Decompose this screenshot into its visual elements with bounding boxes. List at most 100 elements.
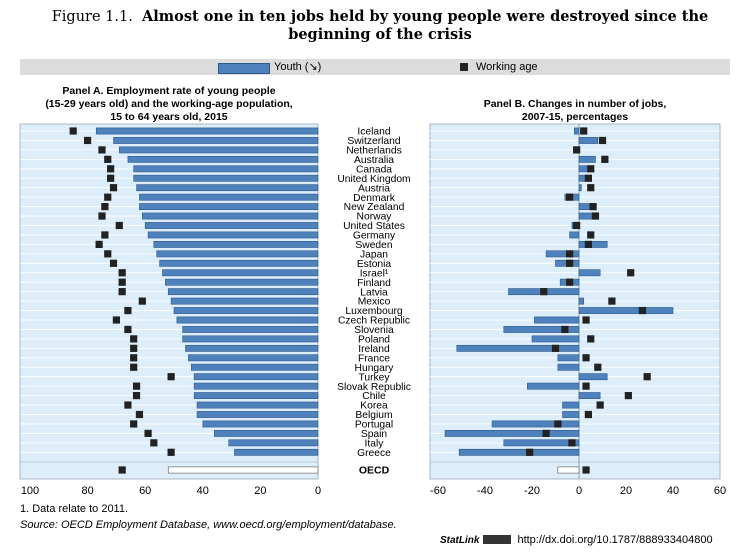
panel-b-working-age-marker	[566, 259, 574, 267]
panel-a-working-age-marker	[95, 240, 103, 248]
panel-a-youth-bar	[167, 288, 319, 296]
panel-a-working-age-marker	[124, 325, 132, 334]
panel-b-working-age-marker	[573, 146, 581, 154]
panel-a-x-tick: 40	[197, 485, 209, 497]
panel-a-youth-bar	[228, 439, 319, 447]
panel-b-youth-bar	[531, 335, 580, 343]
panel-a-youth-bar	[133, 174, 319, 182]
category-label: OECD	[359, 465, 390, 477]
panel-a-youth-bar	[176, 316, 319, 324]
panel-b-working-age-marker	[566, 193, 574, 201]
panel-a-x-tick: 80	[81, 485, 93, 497]
panel-a-title-line: 15 to 64 years old, 2015	[110, 111, 228, 123]
panel-b-working-age-marker	[561, 325, 569, 334]
legend-youth-swatch	[218, 63, 270, 74]
category-label: Ireland	[358, 344, 390, 355]
category-label: Australia	[354, 155, 394, 166]
panel-b-youth-bar	[578, 307, 674, 314]
panel-a-working-age-marker	[132, 392, 141, 400]
category-label: New Zealand	[344, 202, 405, 213]
panel-a-youth-bar	[196, 401, 319, 409]
panel-a-youth-bar	[188, 354, 319, 362]
category-label: France	[358, 353, 390, 364]
panel-a-youth-bar	[127, 155, 319, 163]
panel-b-working-age-marker	[624, 392, 632, 400]
panel-b-youth-bar	[503, 439, 580, 447]
statlink[interactable]: StatLink http://dx.doi.org/10.1787/888933…	[440, 534, 713, 546]
panel-b-youth-bar	[578, 203, 592, 210]
panel-a-x-tick: 0	[315, 485, 321, 497]
category-label: Slovenia	[354, 325, 394, 336]
panel-a-working-age-marker	[98, 146, 106, 154]
panel-b-youth-bar	[569, 231, 580, 239]
panel-b-working-age-marker	[582, 354, 590, 362]
panel-a-x-tick: 20	[254, 485, 266, 497]
panel-b-working-age-marker	[551, 344, 560, 352]
legend	[20, 59, 730, 75]
panel-b-youth-bar	[578, 155, 596, 163]
panel-a-youth-bar	[214, 429, 319, 437]
panel-a-working-age-marker	[130, 420, 138, 428]
panel-b-working-age-marker	[608, 297, 616, 305]
category-label: Estonia	[357, 259, 392, 270]
panel-b-title-line: 2007-15, percentages	[521, 111, 629, 123]
panel-b-youth-bar	[534, 316, 580, 324]
figure-label: Figure 1.1.	[51, 9, 133, 25]
panel-a-working-age-marker	[135, 410, 144, 419]
panel-b-working-age-marker	[580, 127, 588, 135]
panel-a-working-age-marker	[132, 382, 141, 390]
panel-a-title-line: (15-29 years old) and the working-age po…	[45, 98, 293, 110]
legend-working-age-label: Working age	[476, 61, 538, 73]
category-label: Spain	[361, 429, 388, 440]
panel-b-youth-bar	[562, 411, 580, 418]
category-label: Belgium	[355, 410, 392, 421]
panel-b-youth-bar	[578, 137, 599, 144]
panel-b-x-tick: -60	[430, 485, 446, 497]
panel-b-working-age-marker	[587, 184, 595, 192]
category-label: Portugal	[355, 420, 393, 431]
panel-a-working-age-marker	[130, 335, 138, 343]
panel-b-working-age-marker	[540, 288, 548, 296]
panel-b-working-age-marker	[601, 155, 609, 163]
panel-a-youth-bar	[139, 203, 319, 210]
category-label: Norway	[357, 212, 393, 223]
panel-b-working-age-marker	[542, 429, 550, 437]
panel-b-working-age-marker	[526, 448, 534, 456]
panel-a-youth-bar	[165, 278, 319, 286]
panel-b-working-age-marker	[638, 306, 647, 315]
panel-a-youth-bar	[147, 231, 319, 239]
legend-working-age-marker	[460, 63, 468, 71]
panel-a-working-age-marker	[101, 203, 109, 211]
panel-a-youth-bar	[193, 392, 319, 399]
panel-b-youth-bar	[578, 165, 589, 173]
panel-b-working-age-marker	[591, 212, 600, 220]
panel-a-youth-bar	[133, 165, 319, 173]
panel-a-youth-bar	[153, 241, 319, 248]
panel-b-working-age-marker	[594, 363, 602, 371]
panel-a-youth-bar	[193, 382, 319, 390]
panel-a-working-age-marker	[118, 278, 126, 286]
panel-b-working-age-marker	[598, 136, 607, 145]
source-note: Source: OECD Employment Database, www.oe…	[20, 519, 397, 531]
statlink-logo-icon	[483, 535, 512, 544]
panel-b-working-age-marker	[584, 174, 592, 182]
panel-a-working-age-marker	[167, 448, 175, 456]
category-label: Luxembourg	[345, 306, 403, 317]
panel-a-youth-bar	[182, 326, 319, 333]
panel-a-working-age-marker	[115, 221, 123, 230]
legend-youth-label: Youth (↘)	[274, 61, 322, 73]
panel-a-working-age-marker	[124, 306, 132, 315]
panel-a-working-age-marker	[107, 174, 115, 182]
panel-a-working-age-marker	[104, 155, 112, 163]
panel-b-working-age-marker	[587, 165, 595, 173]
panel-a-x-tick: 100	[21, 485, 39, 497]
statlink-url[interactable]: http://dx.doi.org/10.1787/888933404800	[517, 534, 713, 546]
panel-b-working-age-marker	[554, 420, 562, 428]
category-label: Mexico	[358, 297, 391, 308]
panel-b-youth-bar	[578, 184, 582, 192]
panel-b-youth-bar	[578, 241, 608, 248]
panel-b-working-age-marker	[596, 401, 604, 409]
panel-a-working-age-marker	[130, 344, 138, 352]
panel-a-youth-bar	[185, 344, 319, 352]
